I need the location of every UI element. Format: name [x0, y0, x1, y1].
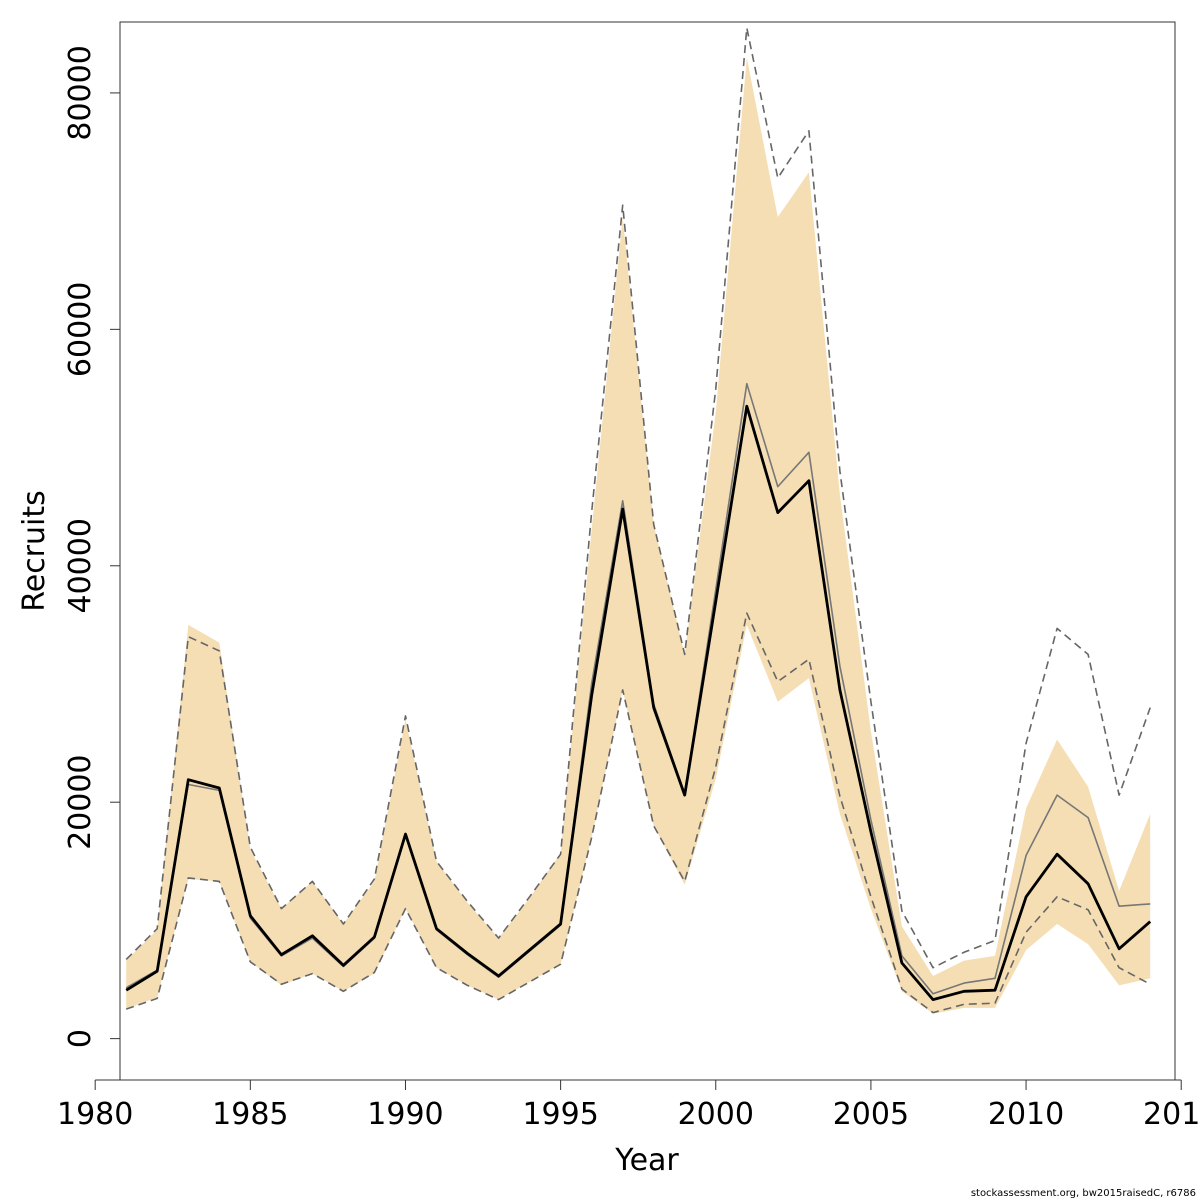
confidence-band-layer — [126, 57, 1151, 1014]
y-tick-label: 40000 — [63, 518, 98, 613]
x-tick-label: 2005 — [833, 1097, 909, 1132]
series-line-dashed-upper — [125, 27, 1151, 969]
y-axis-title: Recruits — [17, 490, 52, 612]
series-line-dashed-lower — [125, 612, 1151, 1014]
y-axis: 0 20000 40000 60000 80000 — [63, 45, 121, 1048]
x-tick-label: 1990 — [367, 1097, 443, 1132]
x-tick-label: 1995 — [522, 1097, 598, 1132]
footnote: stockassessment.org, bw2015raisedC, r678… — [971, 1188, 1196, 1199]
confidence-band — [126, 57, 1151, 1014]
x-axis: 1980 1985 1990 1995 2000 2005 2010 2015 — [57, 1079, 1200, 1132]
x-axis-title: Year — [614, 1143, 679, 1178]
y-tick-label: 80000 — [63, 45, 98, 140]
series-layer — [125, 27, 1152, 1014]
x-tick-label: 2000 — [678, 1097, 754, 1132]
x-tick-label: 1980 — [57, 1097, 133, 1132]
x-tick-label: 1985 — [212, 1097, 288, 1132]
y-tick-label: 0 — [63, 1029, 98, 1048]
y-tick-label: 60000 — [63, 282, 98, 377]
x-tick-label: 2010 — [988, 1097, 1064, 1132]
y-tick-label: 20000 — [63, 754, 98, 849]
series-line-solid-thick — [125, 404, 1152, 1001]
x-tick-label: 2015 — [1143, 1097, 1200, 1132]
